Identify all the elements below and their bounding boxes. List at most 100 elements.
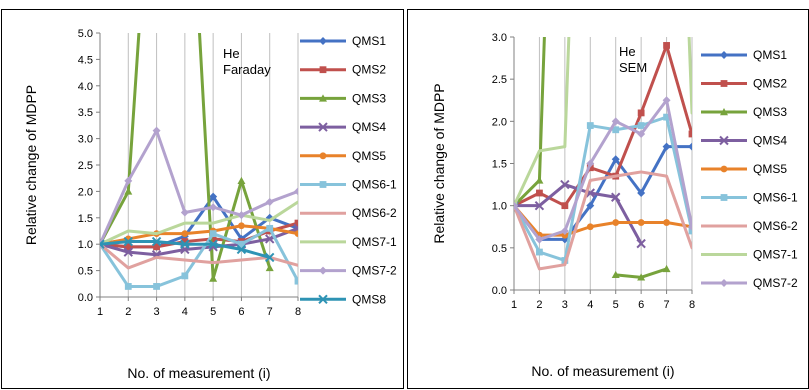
chart1-legend-entry-qms6-1: QMS6-1 xyxy=(300,178,397,192)
chart1-series-qms6-1-point xyxy=(238,240,245,248)
chart2-series-qms7-2-line xyxy=(514,98,692,241)
chart2-series-qms4-point-b xyxy=(611,192,621,202)
chart1-series-qms4-point xyxy=(293,223,298,234)
chart1-series-qms8-point-b xyxy=(151,236,162,247)
chart1-legend-entry-qms3: QMS3 xyxy=(300,91,386,105)
chart2-legend-entry-qms6-2: QMS6-2 xyxy=(701,219,798,233)
chart2-series-qms6-2 xyxy=(514,170,692,271)
chart2-y-axis-title: Relative change of MDPP xyxy=(431,83,447,243)
chart2-legend-entry-qms2-marker xyxy=(720,80,728,87)
chart1-x-tick-label: 3 xyxy=(154,306,160,318)
chart2-y-tick-label: 2.5 xyxy=(492,74,507,86)
chart1-series-qms2-point xyxy=(181,238,189,245)
chart1-legend-entry-qms7-1: QMS7-1 xyxy=(300,235,397,249)
chart2-legend-entry-qms7-2-label: QMS7-2 xyxy=(753,276,798,290)
chart2-series-qms3-point xyxy=(535,176,544,184)
chart2-legend-entry-qms3-label: QMS3 xyxy=(753,105,787,119)
chart2-series-qms7-2-point xyxy=(535,235,544,244)
chart2-series-qms6-1-line xyxy=(514,115,692,262)
chart2-legend-entry-qms1: QMS1 xyxy=(701,48,787,62)
chart1-legend-entry-qms3-label: QMS3 xyxy=(352,91,386,105)
chart1-series-qms7-2-point xyxy=(294,187,298,196)
chart2-series-group xyxy=(514,37,692,281)
chart2-legend-entry-qms6-1: QMS6-1 xyxy=(701,191,798,205)
chart1-series-qms2-line xyxy=(100,221,298,249)
chart1-series-qms6-1-point xyxy=(181,272,189,280)
chart2-legend-entry-qms7-1: QMS7-1 xyxy=(701,248,798,262)
chart1-legend-entry-qms1-marker xyxy=(319,37,327,45)
chart2-series-qms7-2-point xyxy=(560,226,569,235)
chart1-series-qms3-point xyxy=(237,176,246,185)
chart-panel-faraday: 0.0 0.5 1.0 1.5 2.0 2.5 3.0 3.5 4.0 4.5 5.0 1 2 3 4 5 6 7… xyxy=(1,9,404,389)
chart2-series-qms4-point xyxy=(611,192,621,202)
chart1-series-qms8 xyxy=(100,236,275,263)
chart1-y-ticks: 0.0 0.5 1.0 1.5 2.0 2.5 3.0 3.5 4.0 4.5 5.0 xyxy=(78,28,100,304)
chart2-series-qms5-line xyxy=(514,204,692,237)
chart1-legend-entry-qms1: QMS1 xyxy=(300,34,386,48)
chart1-y-tick-label: 1.5 xyxy=(78,213,93,225)
chart2-y-tick-label: 0.5 xyxy=(492,243,507,255)
chart2-series-qms6-1-point xyxy=(637,122,645,129)
chart1-legend-entry-qms7-2-label: QMS7-2 xyxy=(352,264,397,278)
chart1-series-qms6-1-point xyxy=(124,283,132,290)
chart1-series-qms8-point-a xyxy=(100,242,105,249)
chart2-y-tick-label: 1.5 xyxy=(492,159,507,171)
chart2-series-qms4-point xyxy=(636,238,646,249)
chart1-legend-entry-qms5-marker xyxy=(319,152,327,160)
chart1-series-qms7-2-line xyxy=(100,129,298,246)
chart2-annotation-line: SEM xyxy=(619,60,647,75)
chart2-series-qms6-1-point xyxy=(612,126,620,134)
chart1-series-qms6-1 xyxy=(100,224,298,290)
chart1-annotation: He Faraday xyxy=(223,46,271,77)
chart2-annotation-line: He xyxy=(619,44,636,59)
chart2-series-qms6-1-point xyxy=(586,122,594,129)
chart1-series-qms7-1 xyxy=(100,200,298,246)
chart1-legend-entry-qms8-marker xyxy=(318,294,328,305)
chart2-series-qms4-point-b xyxy=(534,200,545,211)
chart1-series-qms8-point xyxy=(123,236,133,247)
chart1-y-tick-label: 0.0 xyxy=(78,292,93,304)
chart2-series-qms6-1-point xyxy=(688,227,692,235)
chart2-legend-entry-qms7-1-label: QMS7-1 xyxy=(753,248,798,262)
chart1-x-tick-label: 7 xyxy=(267,306,273,318)
chart1-series-qms4-point-b xyxy=(123,247,133,257)
chart2-series-qms5-point xyxy=(561,231,569,239)
chart1-series-qms4-point-b xyxy=(293,226,298,234)
chart2-series-qms7-2 xyxy=(514,96,692,244)
chart2-series-qms5-point xyxy=(612,219,620,226)
chart2-series-qms7-2-point xyxy=(514,201,518,210)
chart1-series-qms7-2-point xyxy=(265,197,274,206)
chart1-series-qms5-point xyxy=(294,230,298,238)
chart1-series-qms8-point xyxy=(265,252,275,263)
chart1-series-qms8-point-b xyxy=(265,252,275,263)
chart2-series-qms6-1-point xyxy=(536,248,543,256)
chart2-series-qms5-point xyxy=(586,223,594,231)
chart1-y-tick-label: 3.0 xyxy=(78,134,93,146)
chart2-y-tick-label: 1.0 xyxy=(492,201,507,213)
chart1-series-qms2-point xyxy=(153,243,160,251)
chart2-series-qms7-2-point xyxy=(688,222,692,231)
chart1-series-qms8-point xyxy=(208,239,218,249)
chart1-series-qms6-1-point xyxy=(153,283,160,290)
chart1-y-tick-label: 4.0 xyxy=(78,81,93,93)
chart1-series-qms4-point-a xyxy=(293,223,298,230)
chart1-y-tick-label: 4.5 xyxy=(78,54,93,66)
chart2-series-qms7-2-point xyxy=(637,129,646,138)
chart1-series-qms7-2-point xyxy=(209,203,218,212)
chart1-series-qms8-point xyxy=(100,239,105,249)
chart1-series-qms4-point xyxy=(123,247,133,257)
chart1-legend-entry-qms1-label: QMS1 xyxy=(352,34,386,48)
chart2-legend-entry-qms3: QMS3 xyxy=(701,105,787,119)
chart1-series-qms5-point xyxy=(181,230,189,238)
chart2-series-qms4-point-b xyxy=(560,179,570,190)
chart1-annotation-line: Faraday xyxy=(223,62,271,77)
chart1-series-group xyxy=(100,33,298,290)
chart1-y-tick-label: 2.5 xyxy=(78,160,93,172)
chart2-series-qms3-point xyxy=(662,264,671,273)
chart1-series-qms7-2-point xyxy=(180,208,189,217)
chart2-legend-entry-qms5-label: QMS5 xyxy=(753,162,787,176)
chart2-series-qms2-point xyxy=(637,109,645,117)
chart1-series-qms5-point xyxy=(238,222,245,230)
chart2-y-tick-label: 0.0 xyxy=(492,285,507,297)
chart2-series-qms5 xyxy=(514,202,692,239)
